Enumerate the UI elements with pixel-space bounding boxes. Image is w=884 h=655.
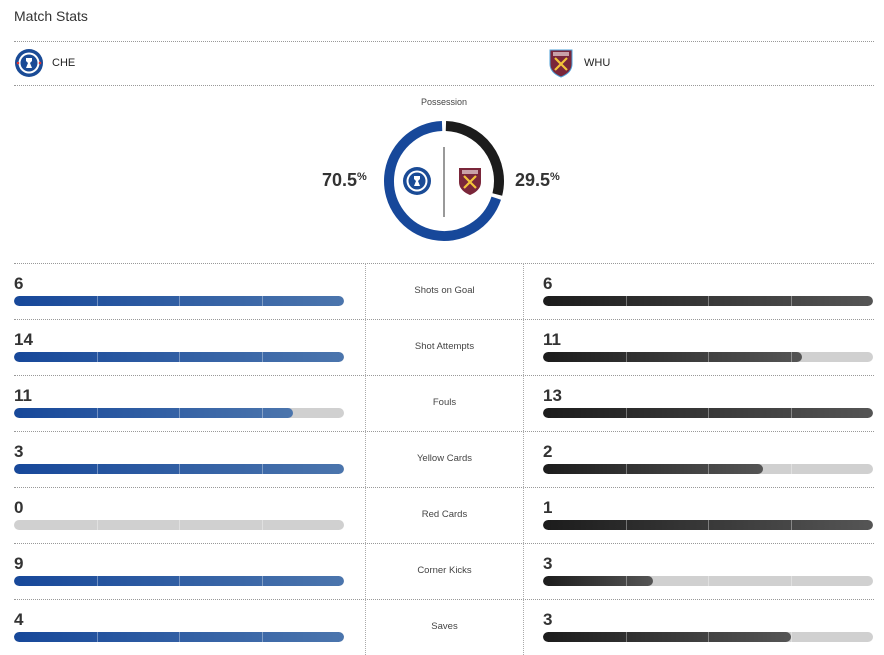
away-possession-arc: [445, 121, 504, 196]
away-stat-value: 1: [543, 498, 553, 517]
divider: [14, 599, 874, 600]
home-stat-bar-fill: [14, 576, 344, 586]
home-stat-bar-fill: [14, 296, 344, 306]
home-stat-value: 6: [14, 274, 24, 293]
away-stat-value: 13: [543, 386, 562, 405]
divider: [365, 543, 366, 599]
west-ham-crest-icon: [459, 168, 481, 195]
home-stat-value: 0: [14, 498, 24, 517]
divider: [365, 319, 366, 375]
away-stat-value: 2: [543, 442, 553, 461]
home-stat-bar-fill: [14, 464, 344, 474]
divider: [365, 599, 366, 655]
divider: [365, 431, 366, 487]
divider: [14, 263, 874, 264]
away-stat-value: 3: [543, 554, 553, 573]
chelsea-crest-icon: [15, 49, 43, 77]
home-possession: 70.5%: [322, 170, 367, 190]
divider: [14, 431, 874, 432]
away-stat-bar-fill: [543, 576, 653, 586]
home-team-abbr: CHE: [52, 57, 76, 69]
home-stat-value: 14: [14, 330, 33, 349]
stat-label: Fouls: [432, 397, 457, 408]
stat-row: 3 Yellow Cards 2: [0, 431, 884, 487]
stat-row: 6 Shots on Goal 6: [0, 263, 884, 319]
away-stat-bar: [543, 576, 873, 586]
away-stat-bar-fill: [543, 352, 803, 362]
away-stat-bar: [543, 464, 873, 474]
away-stat-bar: [543, 352, 873, 362]
chelsea-crest-icon: [403, 167, 431, 195]
home-stat-bar: [14, 408, 344, 418]
divider: [523, 263, 524, 319]
away-stat-bar-fill: [543, 296, 873, 306]
divider: [365, 487, 366, 543]
divider: [14, 85, 874, 86]
stat-label: Red Cards: [421, 509, 468, 520]
away-stat-bar-fill: [543, 632, 791, 642]
away-possession: 29.5%: [515, 170, 560, 190]
divider: [523, 319, 524, 375]
home-stat-bar: [14, 352, 344, 362]
possession-label: Possession: [420, 97, 468, 107]
divider: [14, 41, 874, 42]
home-stat-value: 9: [14, 554, 24, 573]
home-stat-bar: [14, 296, 344, 306]
home-stat-bar-fill: [14, 632, 344, 642]
home-stat-bar: [14, 464, 344, 474]
away-team: WHU: [546, 48, 610, 78]
divider: [14, 543, 874, 544]
divider: [14, 487, 874, 488]
stat-row: 11 Fouls 13: [0, 375, 884, 431]
home-stat-bar: [14, 520, 344, 530]
stat-label: Shots on Goal: [414, 285, 475, 296]
divider: [365, 263, 366, 319]
away-stat-bar: [543, 408, 873, 418]
divider: [14, 375, 874, 376]
home-possession-arc: [384, 121, 501, 241]
stat-label: Saves: [431, 621, 458, 632]
stat-row: 4 Saves 3: [0, 599, 884, 655]
home-team: CHE: [14, 48, 75, 78]
home-stat-bar-fill: [14, 408, 294, 418]
stat-row: 0 Red Cards 1: [0, 487, 884, 543]
divider: [523, 487, 524, 543]
section-title: Match Stats: [14, 8, 88, 24]
divider: [523, 599, 524, 655]
divider: [523, 431, 524, 487]
away-stat-bar-fill: [543, 408, 873, 418]
divider: [523, 543, 524, 599]
away-stat-bar-fill: [543, 520, 873, 530]
away-stat-value: 3: [543, 610, 553, 629]
home-stat-value: 11: [14, 386, 32, 405]
away-team-abbr: WHU: [584, 57, 611, 69]
divider: [365, 375, 366, 431]
stat-label: Yellow Cards: [416, 453, 473, 464]
away-stat-bar: [543, 632, 873, 642]
divider: [14, 319, 874, 320]
stat-label: Shot Attempts: [414, 341, 475, 352]
possession-donut-chart: [384, 121, 504, 241]
stat-label: Corner Kicks: [417, 565, 472, 576]
stat-row: 9 Corner Kicks 3: [0, 543, 884, 599]
away-stat-bar: [543, 520, 873, 530]
stat-row: 14 Shot Attempts 11: [0, 319, 884, 375]
home-stat-bar-fill: [14, 352, 344, 362]
away-stat-value: 6: [543, 274, 553, 293]
home-stat-value: 3: [14, 442, 24, 461]
away-stat-bar-fill: [543, 464, 763, 474]
away-stat-value: 11: [543, 330, 561, 349]
west-ham-crest-icon: [549, 49, 573, 78]
home-stat-bar: [14, 632, 344, 642]
away-stat-bar: [543, 296, 873, 306]
home-stat-bar: [14, 576, 344, 586]
divider: [523, 375, 524, 431]
home-stat-value: 4: [14, 610, 24, 629]
